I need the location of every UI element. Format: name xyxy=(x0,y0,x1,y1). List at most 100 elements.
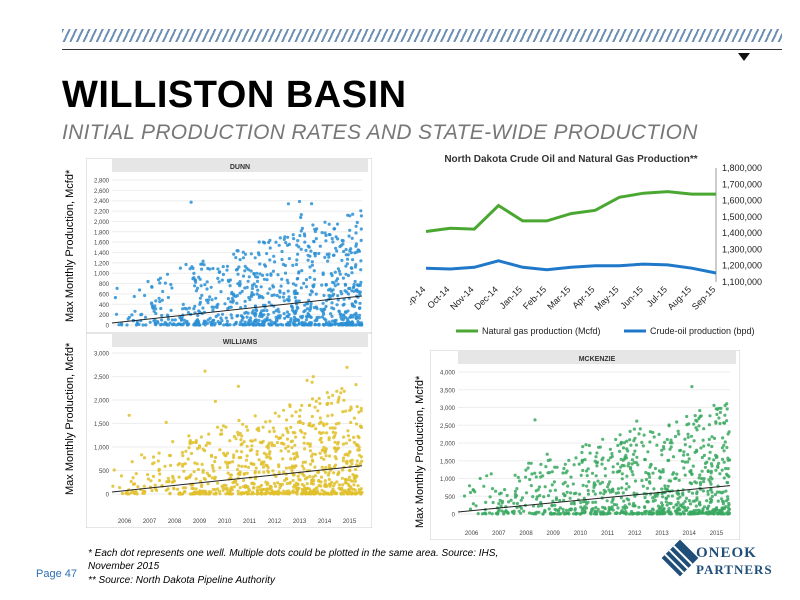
scatter-dot xyxy=(193,284,197,288)
scatter-dot xyxy=(710,435,714,439)
scatter-dot xyxy=(666,484,670,488)
scatter-dot xyxy=(343,481,347,485)
scatter-dot xyxy=(213,399,217,403)
scatter-dot xyxy=(491,500,495,505)
scatter-dot xyxy=(656,504,660,508)
scatter-dot xyxy=(701,489,705,493)
scatter-dot xyxy=(653,498,657,502)
y-tick-label: 2,000 xyxy=(440,442,456,448)
scatter-dot xyxy=(313,277,317,281)
scatter-dot xyxy=(515,487,519,491)
scatter-dot xyxy=(553,503,557,507)
y-tick-label: 2,500 xyxy=(440,424,456,430)
scatter-dot xyxy=(296,239,300,243)
scatter-dot xyxy=(273,411,277,415)
scatter-dot xyxy=(268,246,272,250)
scatter-dot xyxy=(691,499,695,503)
scatter-dot xyxy=(660,453,664,457)
scatter-dot xyxy=(275,441,279,445)
scatter-dot xyxy=(265,273,269,277)
scatter-dot xyxy=(188,267,192,271)
scatter-dot xyxy=(587,443,591,448)
scatter-dot xyxy=(669,445,673,449)
scatter-dot xyxy=(611,465,615,469)
scatter-dot xyxy=(550,503,554,507)
scatter-dot xyxy=(218,492,222,496)
scatter-dot xyxy=(471,502,475,506)
y-tick-label: 2,600 xyxy=(94,189,110,195)
scatter-dot xyxy=(256,485,260,489)
scatter-dot xyxy=(263,264,268,268)
scatter-dot xyxy=(192,271,196,275)
scatter-dot xyxy=(303,460,307,464)
scatter-dot xyxy=(193,461,197,465)
scatter-dot xyxy=(594,455,598,459)
scatter-dot xyxy=(520,496,525,500)
scatter-dot xyxy=(194,487,198,491)
y-tick-label: 1,600 xyxy=(94,241,110,247)
scatter-dot xyxy=(309,301,313,306)
scatter-dot xyxy=(564,508,568,512)
x-tick-label: 2014 xyxy=(683,531,697,537)
scatter-dot xyxy=(236,489,240,493)
scatter-dot xyxy=(354,383,358,387)
scatter-dot xyxy=(232,485,236,489)
scatter-dot xyxy=(311,375,315,379)
scatter-dot xyxy=(700,477,704,481)
scatter-dot xyxy=(471,488,475,492)
scatter-dot xyxy=(281,492,285,496)
scatter-dot xyxy=(204,298,209,302)
scatter-dot xyxy=(294,435,298,439)
scatter-dot xyxy=(722,449,726,453)
scatter-dot xyxy=(653,466,657,471)
scatter-dot xyxy=(238,284,242,288)
scatter-dot xyxy=(341,459,345,463)
scatter-dot xyxy=(213,459,217,464)
scatter-dot xyxy=(686,512,691,516)
scatter-dot xyxy=(494,489,498,493)
scatter-dot xyxy=(260,273,265,277)
scatter-dot xyxy=(690,385,694,389)
scatter-dot xyxy=(320,488,324,492)
scatter-dot xyxy=(720,491,724,495)
scatter-dot xyxy=(326,414,330,418)
scatter-dot xyxy=(299,247,303,251)
scatter-dot xyxy=(163,281,167,285)
scatter-dot xyxy=(158,281,162,285)
scatter-dot xyxy=(214,491,218,495)
scatter-dot xyxy=(706,489,710,493)
scatter-dot xyxy=(353,279,357,284)
scatter-dot xyxy=(113,296,117,300)
scatter-dot xyxy=(257,240,261,244)
scatter-dot xyxy=(229,313,233,317)
scatter-dot xyxy=(318,401,322,406)
scatter-dot xyxy=(348,286,352,290)
scatter-dot xyxy=(553,465,557,469)
scatter-dot xyxy=(670,441,674,445)
scatter-dot xyxy=(284,446,288,450)
scatter-dot xyxy=(325,431,329,435)
scatter-dot xyxy=(283,316,287,320)
scatter-dot xyxy=(141,323,145,327)
scatter-dot xyxy=(247,488,251,492)
trend-line xyxy=(111,295,363,324)
scatter-dot xyxy=(334,279,338,283)
scatter-dot xyxy=(345,262,349,266)
scatter-dot xyxy=(259,483,264,487)
scatter-dot xyxy=(720,497,724,501)
scatter-dot xyxy=(194,477,198,481)
scatter-dot xyxy=(704,511,708,516)
scatter-dot xyxy=(313,452,318,456)
scatter-dot xyxy=(224,483,228,487)
scatter-dot xyxy=(258,491,262,495)
scatter-dot xyxy=(595,464,599,468)
scatter-dot xyxy=(288,320,292,324)
scatter-dot xyxy=(201,468,205,472)
scatter-dot xyxy=(267,441,271,445)
scatter-dot xyxy=(269,323,273,327)
scatter-dot xyxy=(257,458,261,462)
x-tick-label: 2013 xyxy=(655,531,669,537)
scatter-dot xyxy=(359,280,363,284)
scatter-dot xyxy=(317,251,321,256)
scatter-dot xyxy=(166,317,170,321)
